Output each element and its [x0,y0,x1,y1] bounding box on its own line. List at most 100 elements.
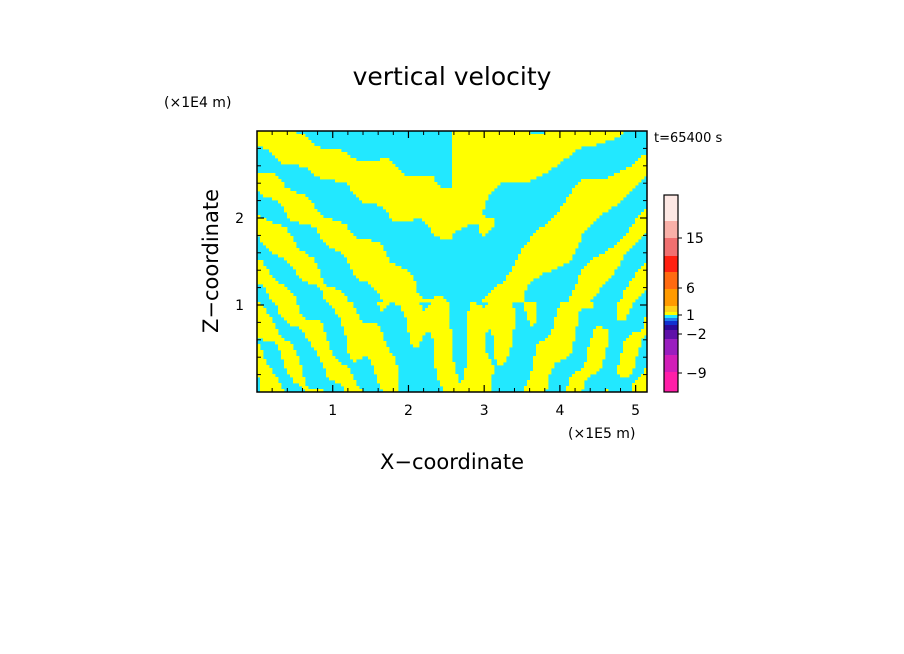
positive-velocity-cell [497,284,528,288]
positive-velocity-cell [482,233,486,237]
positive-velocity-cell [623,347,639,351]
positive-velocity-cell [257,353,264,357]
positive-velocity-cell [527,380,549,384]
positive-velocity-cell [296,269,321,273]
positive-velocity-cell [257,302,261,306]
positive-velocity-cell [317,227,348,231]
positive-velocity-cell [560,305,594,309]
positive-velocity-cell [347,347,390,351]
positive-velocity-cell [530,374,549,378]
positive-velocity-cell [623,350,639,354]
positive-velocity-cell [617,242,636,246]
positive-velocity-cell [548,221,594,225]
positive-velocity-cell [377,302,390,306]
positive-velocity-cell [530,371,552,375]
positive-velocity-cell [452,170,549,174]
positive-velocity-cell [494,350,510,354]
positive-velocity-cell [524,389,546,392]
positive-velocity-cell [464,368,495,372]
positive-velocity-cell [407,329,453,333]
positive-velocity-cell [257,176,279,180]
positive-velocity-cell [575,287,600,291]
positive-velocity-cell [533,365,555,369]
positive-velocity-cell [308,167,399,171]
positive-velocity-cell [290,218,333,222]
positive-velocity-cell [278,158,357,162]
positive-velocity-cell [452,155,570,159]
positive-velocity-cell [257,314,270,318]
positive-velocity-cell [284,206,315,210]
positive-velocity-cell [581,179,642,183]
positive-velocity-cell [326,371,351,375]
positive-velocity-cell [287,320,321,324]
positive-velocity-cell [266,245,297,249]
colorbar-level [664,195,678,221]
positive-velocity-cell [545,338,576,342]
positive-velocity-cell [335,311,357,315]
positive-velocity-cell [620,356,636,360]
positive-velocity-cell [623,341,642,345]
positive-velocity-cell [317,230,351,234]
positive-velocity-cell [638,377,647,381]
positive-velocity-cell [344,386,360,390]
positive-velocity-cell [410,332,426,336]
colorbar-level [664,238,678,256]
positive-velocity-cell [260,191,297,195]
colorbar-level [664,256,678,272]
positive-velocity-cell [326,242,381,246]
positive-velocity-cell [626,287,647,291]
positive-velocity-cell [467,362,492,366]
positive-velocity-cell [257,305,264,309]
positive-velocity-cell [380,293,420,297]
positive-velocity-cell [644,368,647,372]
positive-velocity-cell [305,389,324,392]
positive-velocity-cell [626,233,645,237]
positive-velocity-cell [479,227,492,231]
positive-velocity-cell [434,356,453,360]
positive-velocity-cell [566,389,582,392]
positive-velocity-cell [272,299,297,303]
positive-velocity-cell [467,353,489,357]
positive-velocity-cell [323,365,348,369]
colorbar-level [664,339,678,355]
positive-velocity-cell [569,383,585,387]
positive-velocity-cell [302,278,324,282]
positive-velocity-cell [377,203,486,207]
positive-velocity-cell [644,320,647,324]
positive-velocity-cell [347,338,384,342]
positive-velocity-cell [635,275,647,279]
positive-velocity-cell [293,377,306,381]
positive-velocity-cell [257,134,306,138]
positive-velocity-cell [431,335,453,339]
positive-velocity-cell [515,263,564,267]
positive-velocity-cell [410,341,420,345]
colorbar-level [664,312,678,315]
positive-velocity-cell [302,329,324,333]
positive-velocity-cell [305,335,327,339]
positive-velocity-cell [260,380,279,384]
positive-velocity-cell [560,209,609,213]
positive-velocity-cell [485,296,525,300]
positive-velocity-cell [491,329,513,333]
positive-velocity-cell [257,275,273,279]
positive-velocity-cell [317,353,333,357]
positive-velocity-cell [425,221,495,225]
positive-velocity-cell [554,326,576,330]
positive-velocity-cell [257,221,273,225]
positive-velocity-cell [494,356,507,360]
positive-velocity-cell [533,368,552,372]
positive-velocity-cell [644,263,647,267]
positive-velocity-cell [452,182,501,186]
positive-velocity-cell [257,374,276,378]
positive-velocity-cell [431,230,456,234]
positive-velocity-cell [533,359,561,363]
positive-velocity-cell [257,266,267,270]
positive-velocity-cell [575,284,603,288]
positive-velocity-cell [569,380,585,384]
positive-velocity-cell [290,374,303,378]
positive-velocity-cell [431,302,450,306]
positive-velocity-cell [434,344,453,348]
positive-velocity-cell [641,374,647,378]
positive-velocity-cell [281,356,300,360]
